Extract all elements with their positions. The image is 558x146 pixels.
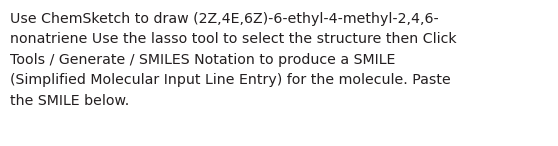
Text: Use ChemSketch to draw (2Z,4E,6Z)-6-ethyl-4-methyl-2,4,6-
nonatriene Use the las: Use ChemSketch to draw (2Z,4E,6Z)-6-ethy… [10, 12, 456, 108]
